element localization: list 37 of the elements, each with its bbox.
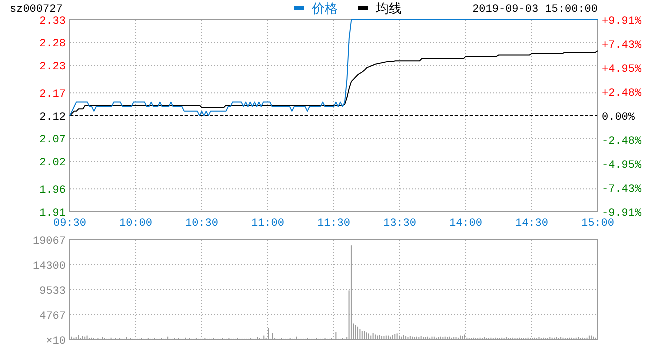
x-tick-label: 14:30 [515,218,549,230]
legend-label: 均线 [375,2,402,17]
y-tick-label: 4767 [40,310,66,323]
y2-tick-label: +9.91% [602,16,642,28]
y-tick-label: 2.12 [40,112,66,124]
y-tick-label: 19067 [32,236,66,248]
y-tick-label: 14300 [32,260,66,273]
line-series [70,20,598,116]
y-tick-label: 1.96 [40,184,66,197]
y2-tick-label: 0.00% [602,112,636,124]
y2-tick-label: +7.43% [602,40,642,52]
x-tick-label: 09:30 [53,218,87,230]
text: 2019-09-03 15:00:00 [472,4,598,16]
y-tick-label: 9533 [40,286,66,298]
y-axis-title: ×10 [46,336,66,348]
y2-tick-label: -4.95% [602,160,642,172]
y-tick-label: 2.02 [40,158,66,170]
y2-tick-label: +4.95% [602,64,642,76]
x-tick-label: 10:00 [119,218,153,230]
x-tick-label: 10:30 [185,218,219,230]
y-tick-label: 2.23 [40,62,66,74]
x-tick-label: 13:30 [383,218,417,230]
text: sz000727 [10,4,63,16]
y-tick-label: 2.07 [40,134,66,147]
y-tick-label: 2.17 [40,88,66,101]
y-tick-label: 2.33 [40,16,66,28]
y2-tick-label: +2.48% [602,88,642,100]
legend-label: 价格 [311,2,338,17]
y-tick-label: 2.28 [40,38,66,51]
x-tick-label: 11:30 [317,218,351,230]
x-tick-label: 15:00 [581,218,615,230]
y2-tick-label: -7.43% [602,184,642,196]
x-tick-label: 11:00 [251,218,285,230]
y-tick-label: 1.91 [40,208,66,220]
y2-tick-label: -9.91% [602,208,642,220]
x-tick-label: 14:00 [449,218,483,230]
y2-tick-label: -2.48% [602,136,642,148]
